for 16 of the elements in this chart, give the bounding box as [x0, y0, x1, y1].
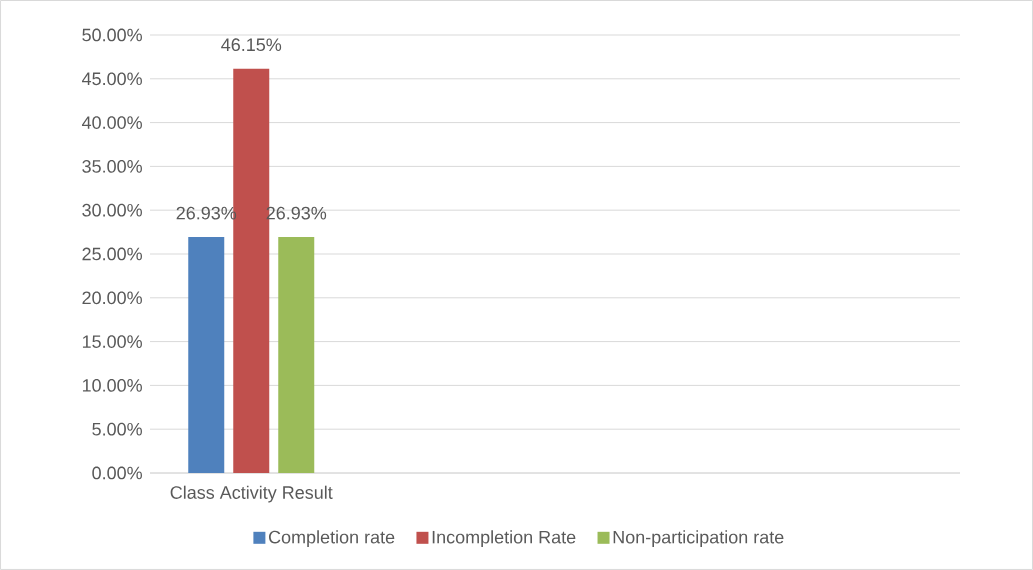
y-tick-label: 15.00% [82, 335, 142, 348]
data-label: 46.15% [221, 38, 282, 52]
x-tick-label: Class Activity Result [170, 485, 333, 503]
legend-label: Completion rate [268, 530, 395, 548]
y-tick-label: 45.00% [82, 72, 142, 86]
y-tick-label: 10.00% [82, 379, 142, 392]
y-tick-label: 50.00% [82, 28, 142, 42]
y-tick-label: 30.00% [82, 203, 142, 217]
y-tick-label: 20.00% [82, 291, 142, 305]
y-tick-label: 0.00% [92, 466, 142, 480]
y-tick-label: 25.00% [82, 247, 142, 261]
legend-label: Non-participation rate [613, 530, 784, 548]
y-tick-label: 5.00% [92, 422, 142, 436]
y-tick-label: 40.00% [82, 116, 142, 129]
y-tick-label: 35.00% [82, 160, 142, 173]
legend-label: Incompletion Rate [432, 530, 576, 548]
